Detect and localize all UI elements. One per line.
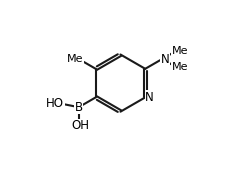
Text: Me: Me [67,54,84,64]
Text: HO: HO [46,97,64,110]
Text: N: N [145,91,154,104]
Text: Me: Me [172,46,188,56]
Text: N: N [161,53,170,66]
Text: Me: Me [172,62,188,72]
Text: B: B [75,101,83,114]
Text: OH: OH [71,119,90,132]
